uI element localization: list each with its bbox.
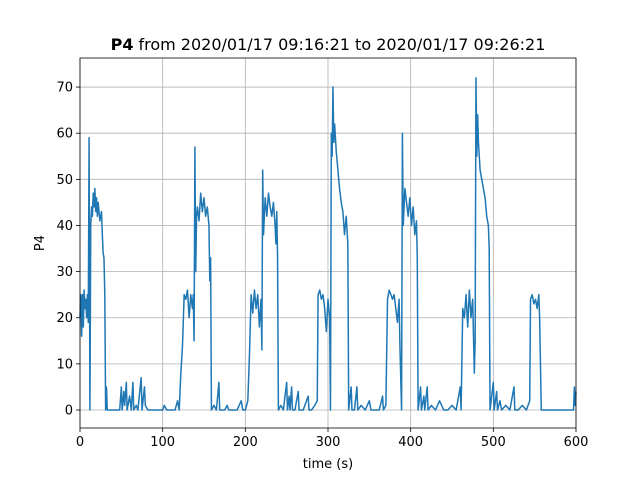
- y-tick-label: 70: [56, 81, 73, 96]
- y-tick-label: 20: [56, 311, 73, 326]
- chart-title: P4 from 2020/01/17 09:16:21 to 2020/01/17…: [111, 35, 546, 54]
- title-bold: P4: [111, 35, 134, 54]
- x-tick-label: 600: [564, 435, 589, 450]
- y-tick-label: 50: [56, 173, 73, 188]
- y-tick-label: 60: [56, 127, 73, 142]
- x-tick-label: 500: [481, 435, 506, 450]
- data-line: [79, 77, 577, 411]
- x-tick-label: 100: [150, 435, 175, 450]
- x-tick-label: 300: [316, 435, 341, 450]
- axes-frame: [79, 57, 577, 429]
- x-axis-label: time (s): [303, 457, 353, 472]
- x-tick-label: 200: [233, 435, 258, 450]
- y-tick-label: 0: [65, 404, 73, 419]
- y-tick-label: 10: [56, 357, 73, 372]
- x-tick-label: 400: [398, 435, 423, 450]
- y-axis-label: P4: [33, 235, 48, 251]
- y-tick-label: 40: [56, 219, 73, 234]
- title-rest: from 2020/01/17 09:16:21 to 2020/01/17 0…: [138, 35, 545, 54]
- y-tick-label: 30: [56, 265, 73, 280]
- x-tick-label: 0: [76, 435, 84, 450]
